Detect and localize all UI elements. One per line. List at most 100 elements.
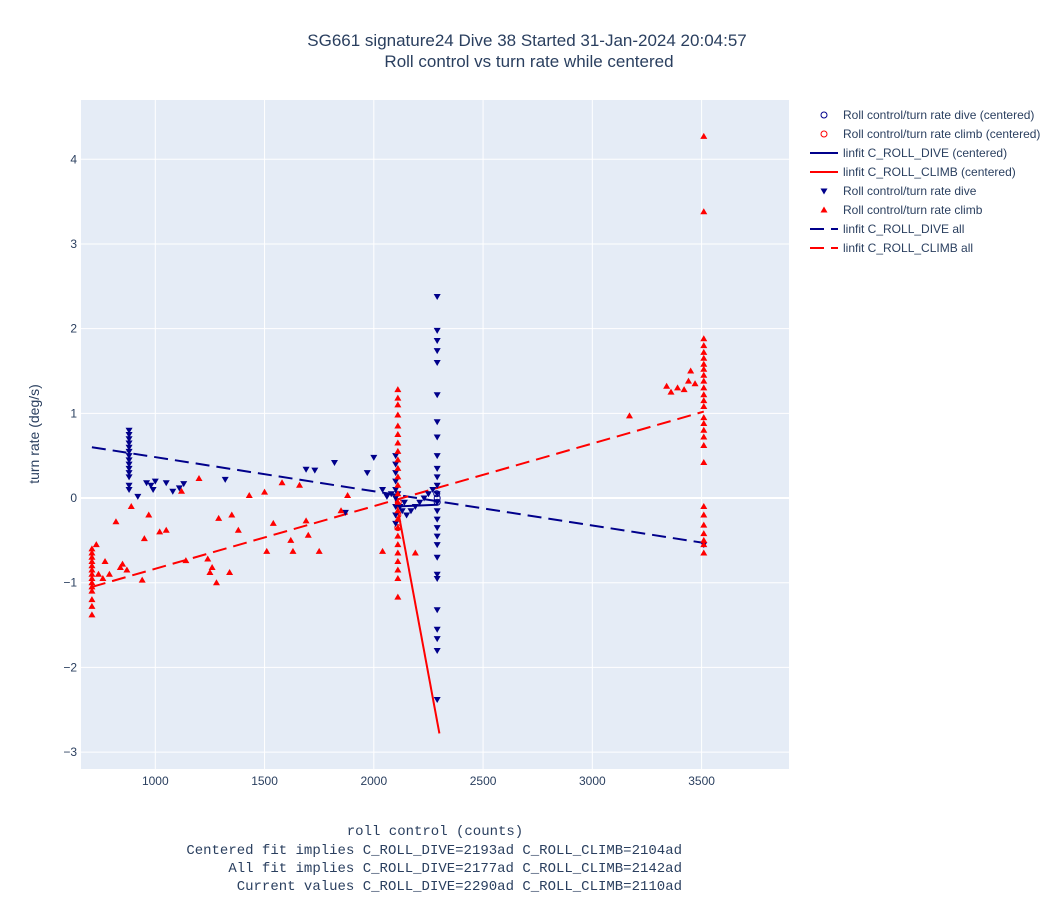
- y-tick-label: −2: [63, 660, 77, 674]
- data-point: [394, 532, 402, 539]
- data-point: [392, 461, 400, 468]
- data-point: [296, 481, 304, 488]
- legend-item: Roll control/turn rate dive (centered): [820, 108, 1034, 122]
- data-point: [433, 571, 441, 578]
- y-tick-label: 4: [70, 152, 77, 166]
- data-point: [88, 570, 96, 577]
- data-point: [700, 433, 708, 440]
- data-point: [700, 348, 708, 355]
- legend-label: linfit C_ROLL_DIVE (centered): [843, 146, 1007, 160]
- data-point: [663, 382, 671, 389]
- legend-swatch: [820, 188, 828, 195]
- data-point: [667, 388, 675, 395]
- data-point: [125, 487, 133, 494]
- data-point: [125, 432, 133, 438]
- data-point: [302, 517, 310, 524]
- chart-title: SG661 signature24 Dive 38 Started 31-Jan…: [307, 31, 746, 50]
- data-point: [101, 558, 109, 565]
- data-point: [700, 458, 708, 465]
- data-point: [433, 490, 441, 498]
- data-point: [123, 566, 131, 573]
- data-point: [394, 498, 402, 505]
- data-point: [700, 360, 708, 367]
- x-axis-label: roll control (counts): [347, 824, 523, 840]
- data-point: [125, 436, 133, 443]
- data-point: [221, 476, 229, 483]
- data-point: [433, 533, 441, 540]
- data-point: [680, 386, 688, 393]
- data-point: [162, 526, 170, 533]
- data-point: [151, 478, 159, 485]
- data-point: [204, 555, 212, 562]
- data-point: [433, 482, 441, 489]
- data-point: [700, 536, 708, 543]
- data-point: [394, 386, 402, 393]
- data-point: [125, 470, 133, 477]
- data-point: [88, 562, 96, 569]
- data-point: [392, 453, 400, 460]
- data-point: [433, 453, 441, 460]
- data-point: [99, 574, 107, 581]
- data-point: [125, 474, 133, 481]
- data-point: [263, 547, 271, 554]
- data-point: [674, 384, 682, 391]
- data-point: [700, 419, 708, 426]
- data-point: [433, 434, 441, 441]
- data-point: [394, 411, 402, 418]
- data-point: [330, 459, 338, 466]
- scatter-markers: [88, 132, 708, 704]
- data-point: [125, 461, 133, 468]
- data-point: [175, 485, 183, 492]
- data-point: [700, 530, 708, 537]
- data-point: [125, 448, 133, 455]
- x-tick-label: 2500: [470, 774, 497, 788]
- data-point: [392, 470, 400, 477]
- data-point: [138, 576, 146, 583]
- data-point: [392, 512, 400, 519]
- data-point: [433, 419, 441, 426]
- data-point: [394, 481, 402, 488]
- data-point: [433, 392, 441, 399]
- data-point: [625, 412, 633, 419]
- fit-line: [91, 446, 704, 544]
- data-point: [433, 554, 441, 561]
- data-point: [687, 367, 695, 374]
- data-point: [433, 465, 441, 472]
- data-point: [125, 444, 133, 451]
- data-point: [143, 480, 151, 487]
- data-point: [424, 491, 432, 498]
- legend-swatch: [820, 111, 828, 119]
- data-point: [387, 491, 395, 498]
- y-axis-ticks: −3 −2 −1 0 1 2 3 4: [63, 152, 77, 759]
- data-point: [392, 478, 400, 485]
- legend-label: linfit C_ROLL_CLIMB all: [843, 241, 973, 255]
- data-point: [394, 401, 402, 408]
- data-point: [394, 447, 402, 454]
- data-point: [700, 354, 708, 361]
- grid-lines: [81, 100, 789, 769]
- data-point: [88, 587, 96, 594]
- x-axis-note-centered-fit: Centered fit implies C_ROLL_DIVE=2193ad …: [186, 843, 682, 859]
- data-point: [88, 566, 96, 573]
- data-point: [433, 508, 441, 515]
- data-point: [392, 495, 400, 502]
- data-point: [287, 536, 295, 543]
- data-point: [394, 515, 402, 522]
- data-point: [379, 547, 387, 554]
- data-point: [394, 558, 402, 565]
- legend-label: Roll control/turn rate dive: [843, 184, 977, 198]
- data-point: [394, 422, 402, 429]
- data-point: [691, 380, 699, 387]
- legend-item: linfit C_ROLL_CLIMB (centered): [810, 165, 1016, 179]
- data-point: [269, 519, 277, 526]
- data-point: [433, 499, 441, 506]
- data-point: [125, 482, 133, 489]
- chart-subtitle: Roll control vs turn rate while centered: [384, 52, 673, 71]
- data-point: [370, 454, 378, 461]
- data-point: [394, 541, 402, 548]
- data-point: [182, 557, 190, 564]
- data-point: [125, 465, 133, 472]
- data-point: [394, 456, 402, 463]
- data-point: [394, 431, 402, 437]
- data-point: [228, 511, 236, 518]
